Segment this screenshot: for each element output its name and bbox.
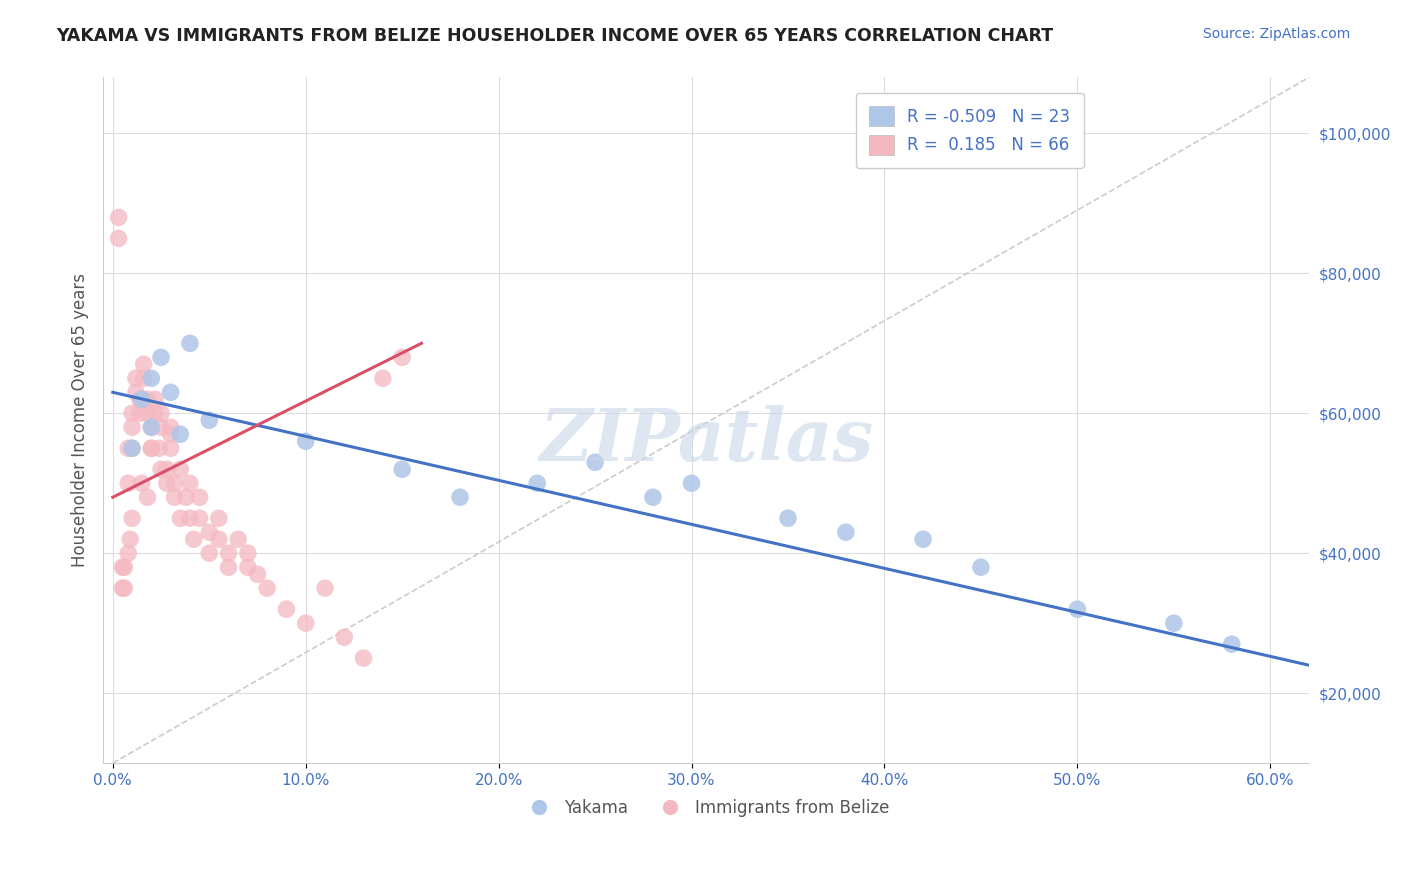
Point (179, 511, 201, 525)
Point (641, 490, 664, 504)
Point (169, 511, 191, 525)
Point (163, 490, 186, 504)
Point (169, 462, 191, 476)
Point (236, 560, 259, 574)
Legend: Yakama, Immigrants from Belize: Yakama, Immigrants from Belize (516, 792, 896, 823)
Point (583, 455, 606, 469)
Point (163, 476, 186, 491)
Point (188, 511, 211, 525)
Point (226, 533, 249, 547)
Point (198, 546, 221, 560)
Point (159, 442, 181, 456)
Point (276, 602, 298, 616)
Point (169, 427, 191, 442)
Point (141, 371, 163, 385)
Point (526, 476, 548, 491)
Point (218, 560, 240, 574)
Text: YAKAMA VS IMMIGRANTS FROM BELIZE HOUSEHOLDER INCOME OVER 65 YEARS CORRELATION CH: YAKAMA VS IMMIGRANTS FROM BELIZE HOUSEHO… (56, 27, 1053, 45)
Point (121, 406, 143, 420)
Point (159, 420, 181, 434)
Point (141, 420, 163, 434)
Point (117, 476, 139, 491)
Point (449, 490, 471, 504)
Text: Source: ZipAtlas.com: Source: ZipAtlas.com (1202, 27, 1350, 41)
Point (121, 420, 143, 434)
Point (121, 511, 143, 525)
Point (218, 546, 240, 560)
Point (132, 357, 155, 371)
Point (198, 413, 221, 427)
Point (391, 462, 413, 476)
Point (117, 546, 139, 560)
Point (333, 630, 356, 644)
Point (125, 385, 148, 400)
Point (208, 511, 231, 525)
Point (681, 476, 703, 491)
Point (1066, 602, 1088, 616)
Point (183, 533, 205, 547)
Point (112, 581, 135, 595)
Text: ZIPatlas: ZIPatlas (538, 405, 873, 476)
Point (314, 581, 336, 595)
Point (179, 476, 201, 491)
Point (835, 525, 858, 540)
Point (143, 406, 166, 420)
Point (148, 442, 170, 456)
Point (136, 490, 159, 504)
Point (188, 490, 211, 504)
Point (136, 406, 159, 420)
Point (256, 581, 278, 595)
Point (111, 560, 134, 574)
Point (131, 476, 153, 491)
Y-axis label: Householder Income Over 65 years: Householder Income Over 65 years (72, 273, 89, 567)
Point (776, 511, 799, 525)
Point (136, 392, 159, 407)
Point (150, 462, 173, 476)
Point (121, 442, 143, 456)
Point (150, 420, 173, 434)
Point (117, 442, 139, 456)
Point (141, 420, 163, 434)
Point (150, 406, 173, 420)
Point (1220, 637, 1243, 651)
Point (353, 651, 375, 665)
Point (912, 533, 935, 547)
Point (128, 406, 150, 420)
Point (107, 231, 129, 245)
Point (208, 533, 231, 547)
Point (120, 533, 142, 547)
Point (294, 434, 316, 449)
Point (121, 442, 143, 456)
Point (159, 427, 181, 442)
Point (371, 371, 394, 385)
Point (246, 567, 269, 582)
Point (143, 392, 166, 407)
Point (112, 560, 135, 574)
Point (131, 392, 153, 407)
Point (174, 490, 197, 504)
Point (111, 581, 134, 595)
Point (236, 546, 259, 560)
Point (294, 616, 316, 631)
Point (156, 476, 179, 491)
Point (1163, 616, 1185, 631)
Point (141, 442, 163, 456)
Point (391, 351, 413, 365)
Point (159, 385, 181, 400)
Point (141, 442, 163, 456)
Point (150, 351, 173, 365)
Point (128, 392, 150, 407)
Point (125, 371, 148, 385)
Point (156, 462, 179, 476)
Point (132, 371, 155, 385)
Point (107, 211, 129, 225)
Point (970, 560, 993, 574)
Point (179, 336, 201, 351)
Point (198, 525, 221, 540)
